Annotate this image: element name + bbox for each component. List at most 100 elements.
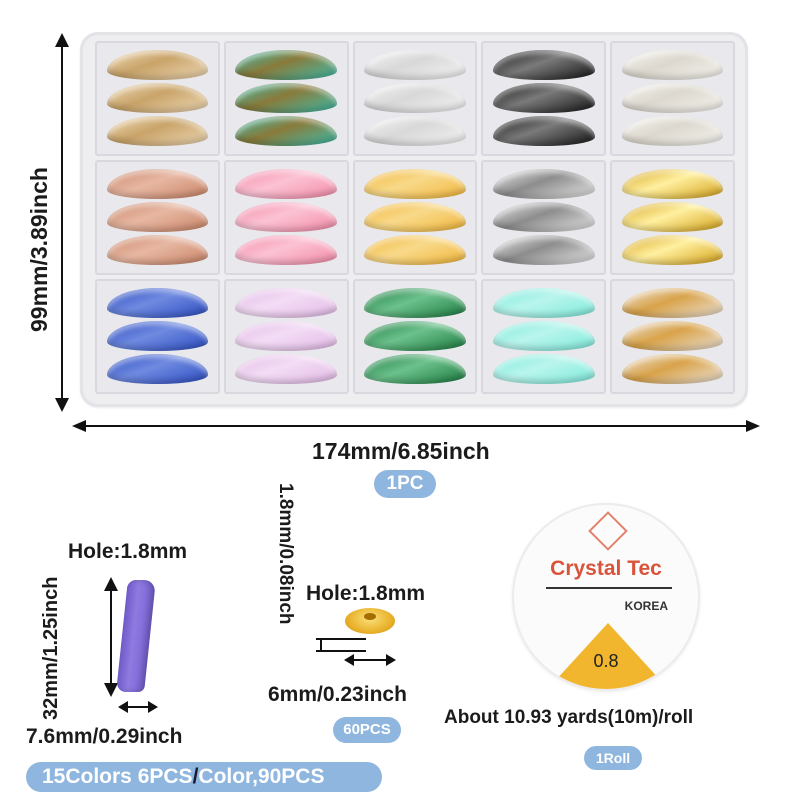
crystal-tec-cord-spool: Crystal Tec KOREA 0.8 xyxy=(512,503,700,691)
tube-bead xyxy=(364,354,466,385)
box-height-dimension-line xyxy=(61,46,63,398)
tube-bead xyxy=(621,354,724,385)
tube-bead xyxy=(106,320,209,351)
tube-bead xyxy=(621,168,724,199)
arrow-right-icon xyxy=(148,701,158,713)
tube-length-dimension-line xyxy=(110,585,112,687)
compartment-royal-blue-marble xyxy=(95,279,220,394)
tube-bead xyxy=(106,287,209,318)
tube-bead xyxy=(106,116,209,147)
tube-bead xyxy=(621,235,724,266)
tube-bead xyxy=(493,201,595,232)
compartment-turquoise-marble xyxy=(223,41,349,156)
tube-quantity-badge: 15Colors 6PCS/Color,90PCS xyxy=(26,762,382,792)
arrow-right-icon xyxy=(746,420,760,432)
tube-bead xyxy=(235,354,337,385)
tube-length-label: 32mm/1.25inch xyxy=(40,576,62,720)
spacer-hole xyxy=(364,613,376,620)
spacer-thickness-line-bottom xyxy=(316,650,366,652)
spacer-thickness-tick xyxy=(320,638,322,652)
tube-bead xyxy=(106,201,209,232)
cord-length-label: About 10.93 yards(10m)/roll xyxy=(444,707,694,728)
tube-bead xyxy=(621,82,724,113)
compartment-black-marble xyxy=(481,41,607,156)
compartment-mustard-marble xyxy=(352,160,478,275)
spacer-thickness-line-top xyxy=(316,638,366,640)
tube-bead xyxy=(106,49,209,80)
gold-spacer-bead xyxy=(345,608,395,634)
compartment-lilac-marble xyxy=(223,279,349,394)
tube-bead xyxy=(364,287,466,318)
spacer-thickness-label: 1.8mm/0.08inch xyxy=(275,483,296,625)
tube-bead xyxy=(493,287,595,318)
cord-quantity-badge: 1Roll xyxy=(584,746,642,770)
compartment-emerald-marble xyxy=(352,279,478,394)
box-width-dimension-line xyxy=(84,425,748,427)
spacer-hole-label: Hole:1.8mm xyxy=(306,582,426,605)
compartment-terracotta-marble xyxy=(95,160,220,275)
tube-bead xyxy=(106,235,209,266)
tube-bead xyxy=(493,354,595,385)
tube-bead xyxy=(106,82,209,113)
tube-bead xyxy=(235,168,337,199)
brand-diamond-logo-icon xyxy=(588,511,628,551)
spool-brand: Crystal Tec xyxy=(550,557,662,580)
spacer-diameter-line xyxy=(350,659,390,661)
tube-bead xyxy=(235,82,337,113)
tube-bead xyxy=(493,235,595,266)
purple-tube-bead xyxy=(116,580,156,692)
arrow-left-icon xyxy=(344,654,354,666)
tube-bead xyxy=(621,287,724,318)
box-width-label: 174mm/6.85inch xyxy=(312,438,490,464)
tube-bead xyxy=(493,168,595,199)
tube-bead xyxy=(364,168,466,199)
tube-bead xyxy=(493,320,595,351)
storage-box xyxy=(80,32,748,407)
arrow-right-icon xyxy=(386,654,396,666)
spool-origin: KOREA xyxy=(624,599,668,613)
tube-bead xyxy=(106,168,209,199)
tube-width-label: 7.6mm/0.29inch xyxy=(26,725,183,748)
tube-bead xyxy=(364,82,466,113)
tube-bead xyxy=(106,354,209,385)
spool-divider xyxy=(546,587,672,589)
arrow-up-icon xyxy=(55,33,69,47)
tube-bead xyxy=(364,49,466,80)
arrow-down-icon xyxy=(104,683,118,697)
tube-bead xyxy=(621,320,724,351)
spacer-quantity-badge: 60PCS xyxy=(333,717,401,743)
compartment-white-marble xyxy=(352,41,478,156)
arrow-left-icon xyxy=(118,701,128,713)
tube-bead xyxy=(493,49,595,80)
tube-bead xyxy=(493,82,595,113)
tube-bead xyxy=(621,201,724,232)
tube-quantity-part-2: Color,90PCS xyxy=(198,765,325,788)
tube-bead xyxy=(364,116,466,147)
spool-size: 0.8 xyxy=(593,651,619,671)
compartment-gold-metallic xyxy=(610,160,735,275)
tube-quantity-part-1: 15Colors 6PCS xyxy=(42,765,193,788)
spacer-diameter-label: 6mm/0.23inch xyxy=(268,683,407,706)
box-quantity-badge: 1PC xyxy=(374,470,436,498)
tube-width-dimension-line xyxy=(124,706,152,708)
tube-bead xyxy=(364,201,466,232)
tube-quantity-slash: / xyxy=(192,765,199,788)
tube-bead xyxy=(493,116,595,147)
compartment-pearl-white xyxy=(610,41,735,156)
spool-size-label-shape xyxy=(544,623,672,689)
compartment-grey-white-marble xyxy=(481,160,607,275)
compartment-pink-marble xyxy=(223,160,349,275)
tube-bead xyxy=(621,49,724,80)
tube-bead xyxy=(364,320,466,351)
tube-bead xyxy=(235,49,337,80)
tube-bead xyxy=(235,287,337,318)
tube-bead xyxy=(364,235,466,266)
compartment-clear-gold-glitter xyxy=(610,279,735,394)
tube-bead xyxy=(235,116,337,147)
compartment-beige-marble xyxy=(95,41,220,156)
arrow-up-icon xyxy=(104,577,118,591)
box-height-label: 99mm/3.89inch xyxy=(26,167,52,332)
arrow-down-icon xyxy=(55,398,69,412)
compartment-grid xyxy=(95,41,735,394)
tube-bead xyxy=(235,235,337,266)
